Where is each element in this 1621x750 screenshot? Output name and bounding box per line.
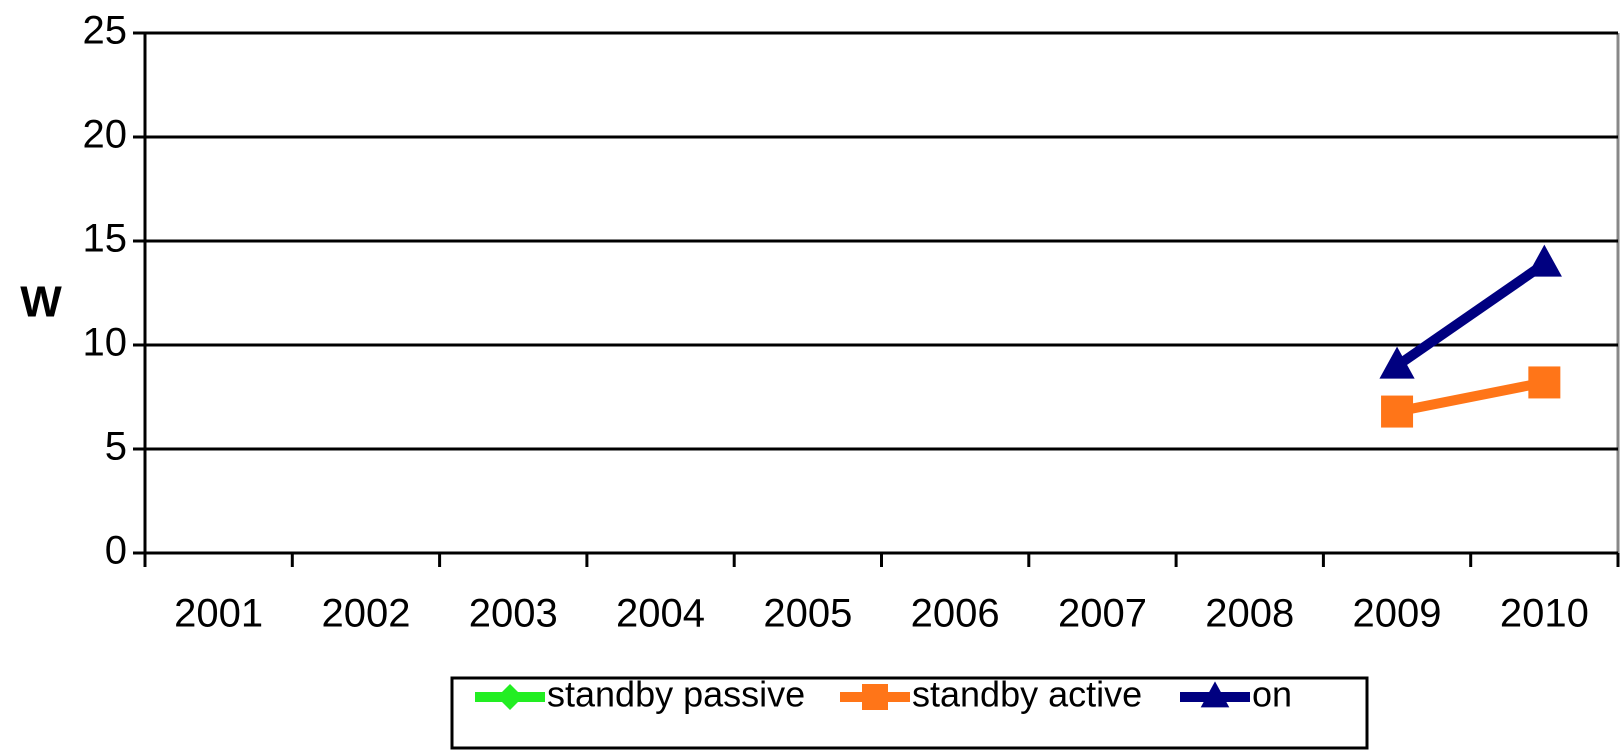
x-tick-label: 2006 xyxy=(911,592,1000,636)
marker xyxy=(1200,681,1230,708)
legend-label: on xyxy=(1252,674,1292,715)
marker xyxy=(862,684,888,710)
x-tick-label: 2005 xyxy=(763,592,852,636)
marker xyxy=(1381,395,1414,428)
x-tick-label: 2003 xyxy=(469,592,558,636)
y-tick-label: 25 xyxy=(83,9,128,53)
y-tick-label: 15 xyxy=(83,217,128,261)
x-tick-label: 2004 xyxy=(616,592,705,636)
x-tick-label: 2001 xyxy=(174,592,263,636)
legend-label: standby passive xyxy=(547,674,805,715)
x-tick-label: 2007 xyxy=(1058,592,1147,636)
y-axis-label: W xyxy=(20,278,62,327)
marker xyxy=(1526,244,1562,277)
marker xyxy=(497,684,523,710)
x-tick-label: 2002 xyxy=(321,592,410,636)
series-line xyxy=(1396,377,1546,417)
marker xyxy=(1528,366,1561,399)
legend-label: standby active xyxy=(912,674,1142,715)
y-tick-label: 0 xyxy=(105,529,127,573)
y-tick-label: 5 xyxy=(105,425,127,469)
y-tick-label: 10 xyxy=(83,321,128,365)
series-line xyxy=(1394,259,1548,370)
marker xyxy=(1379,346,1415,379)
x-tick-label: 2009 xyxy=(1353,592,1442,636)
x-tick-label: 2008 xyxy=(1205,592,1294,636)
x-tick-label: 2010 xyxy=(1500,592,1589,636)
y-tick-label: 20 xyxy=(83,113,128,157)
